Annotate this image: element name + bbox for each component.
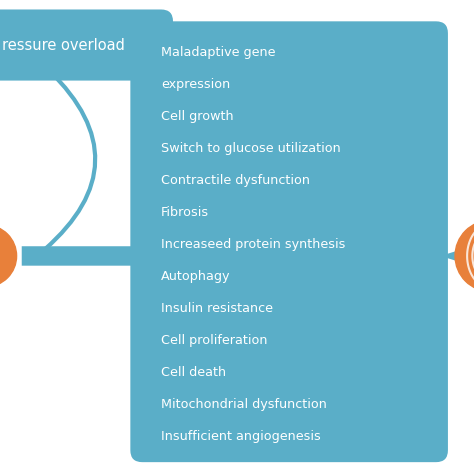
Text: Insufficient angiogenesis: Insufficient angiogenesis	[161, 429, 321, 443]
Text: Fibrosis: Fibrosis	[161, 206, 210, 219]
FancyBboxPatch shape	[0, 9, 173, 81]
Text: ressure overload: ressure overload	[2, 37, 125, 53]
Text: Switch to glucose utilization: Switch to glucose utilization	[161, 142, 341, 155]
Text: Increaseed protein synthesis: Increaseed protein synthesis	[161, 237, 346, 251]
Text: Cell growth: Cell growth	[161, 109, 234, 123]
Circle shape	[0, 225, 17, 287]
Text: Autophagy: Autophagy	[161, 270, 231, 283]
FancyBboxPatch shape	[130, 21, 448, 462]
Text: Mitochondrial dysfunction: Mitochondrial dysfunction	[161, 398, 327, 410]
Text: Cell proliferation: Cell proliferation	[161, 334, 268, 346]
Text: Cell death: Cell death	[161, 365, 226, 379]
Text: expression: expression	[161, 78, 230, 91]
Text: Insulin resistance: Insulin resistance	[161, 301, 273, 315]
Text: Maladaptive gene: Maladaptive gene	[161, 46, 276, 59]
Text: Contractile dysfunction: Contractile dysfunction	[161, 173, 310, 187]
Circle shape	[455, 220, 474, 292]
